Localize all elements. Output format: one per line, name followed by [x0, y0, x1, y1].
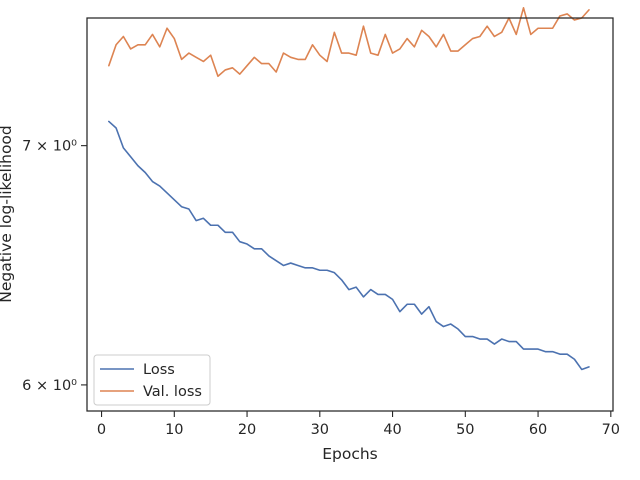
series-layer	[108, 7, 590, 371]
y-tick-label: 7 × 10⁰	[22, 139, 77, 155]
legend-label-val-loss: Val. loss	[143, 384, 202, 400]
x-tick-label: 40	[383, 422, 401, 438]
x-tick-label: 30	[311, 422, 329, 438]
legend-label-loss: Loss	[143, 362, 175, 378]
y-axis-label: Negative log-likelihood	[0, 125, 15, 303]
legend-box	[93, 354, 211, 406]
x-axis-label: Epochs	[322, 445, 378, 463]
x-tick-label: 60	[529, 422, 547, 438]
x-tick-label: 10	[165, 422, 183, 438]
x-tick-label: 20	[238, 422, 256, 438]
series-line-0	[108, 120, 590, 371]
x-tick-label: 50	[456, 422, 474, 438]
x-axis: 0 10 20 30 40 50 60 70	[97, 411, 620, 438]
x-tick-label: 0	[97, 422, 106, 438]
y-tick-label: 6 × 10⁰	[22, 378, 77, 394]
plot-frame	[86, 17, 614, 412]
legend: Loss Val. loss	[93, 354, 211, 406]
x-tick-label: 70	[602, 422, 620, 438]
y-axis: 6 × 10⁰ 7 × 10⁰	[22, 139, 87, 394]
